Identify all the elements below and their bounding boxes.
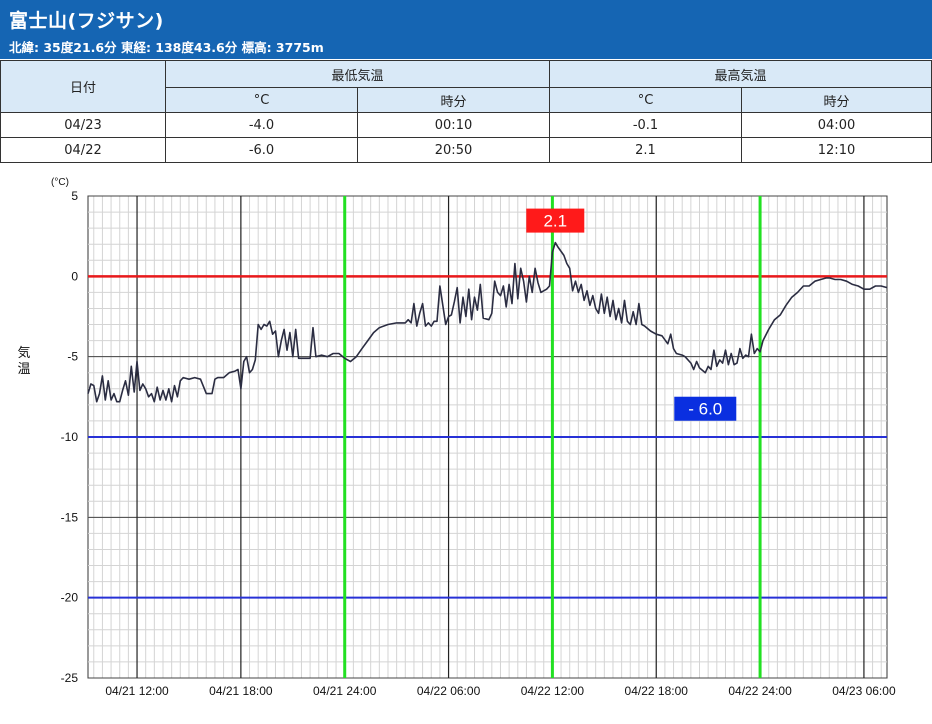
station-title: 富士山(フジサン) bbox=[9, 10, 164, 32]
row-date: 04/23 bbox=[0, 112, 166, 138]
x-tick-label: 04/22 18:00 bbox=[625, 684, 689, 698]
row-max-time: 12:10 bbox=[741, 137, 932, 163]
y-tick-label: -15 bbox=[61, 510, 79, 524]
temperature-line bbox=[87, 241, 888, 403]
table-row: 04/23 -4.0 00:10 -0.1 04:00 bbox=[0, 112, 932, 138]
table-row: 04/22 -6.0 20:50 2.1 12:10 bbox=[0, 137, 932, 163]
temperature-chart: 5 0 -5 -10 -15 -20 -25 (°C) 気温 04/21 12:00 04/21 1… bbox=[17, 177, 896, 698]
x-tick-label: 04/22 24:00 bbox=[728, 684, 792, 698]
summary-table: 日付 最低気温 最高気温 °C 時分 °C 時分 04/23 -4.0 00:1… bbox=[0, 60, 932, 163]
row-max-temp: -0.1 bbox=[549, 112, 742, 138]
y-axis-label: 温 bbox=[17, 362, 30, 377]
x-tick-label: 04/22 12:00 bbox=[521, 684, 585, 698]
x-tick-label: 04/21 24:00 bbox=[313, 684, 377, 698]
y-tick-label: 0 bbox=[71, 269, 78, 283]
max-temp-label: 2.1 bbox=[543, 212, 567, 231]
station-location: 北緯: 35度21.6分 東経: 138度43.6分 標高: 3775m bbox=[9, 40, 324, 55]
y-tick-label: -10 bbox=[61, 430, 79, 444]
max-temp-header: 最高気温 bbox=[549, 60, 932, 88]
y-unit-label: (°C) bbox=[51, 177, 69, 188]
station-header: 富士山(フジサン) 北緯: 35度21.6分 東経: 138度43.6分 標高:… bbox=[0, 0, 932, 59]
x-tick-label: 04/23 06:00 bbox=[832, 684, 896, 698]
x-tick-label: 04/22 06:00 bbox=[417, 684, 481, 698]
min-temp-header: 最低気温 bbox=[165, 60, 550, 88]
min-temp-label: - 6.0 bbox=[688, 400, 722, 419]
x-tick-label: 04/21 18:00 bbox=[209, 684, 273, 698]
row-max-temp: 2.1 bbox=[549, 137, 742, 163]
y-tick-label: -20 bbox=[61, 591, 79, 605]
date-column-header: 日付 bbox=[0, 60, 166, 113]
max-temp-unit-header: °C bbox=[549, 87, 742, 113]
x-tick-label: 04/21 12:00 bbox=[105, 684, 169, 698]
min-time-header: 時分 bbox=[357, 87, 550, 113]
row-min-temp: -6.0 bbox=[165, 137, 358, 163]
y-axis-label: 気 bbox=[17, 345, 30, 361]
min-temp-marker bbox=[674, 396, 737, 421]
row-max-time: 04:00 bbox=[741, 112, 932, 138]
max-temp-marker bbox=[526, 208, 585, 233]
y-tick-label: 5 bbox=[71, 189, 78, 203]
y-tick-label: -25 bbox=[61, 671, 79, 685]
row-date: 04/22 bbox=[0, 137, 166, 163]
row-min-time: 20:50 bbox=[357, 137, 550, 163]
row-min-time: 00:10 bbox=[357, 112, 550, 138]
min-temp-unit-header: °C bbox=[165, 87, 358, 113]
max-time-header: 時分 bbox=[741, 87, 932, 113]
y-tick-label: -5 bbox=[67, 350, 78, 364]
row-min-temp: -4.0 bbox=[165, 112, 358, 138]
